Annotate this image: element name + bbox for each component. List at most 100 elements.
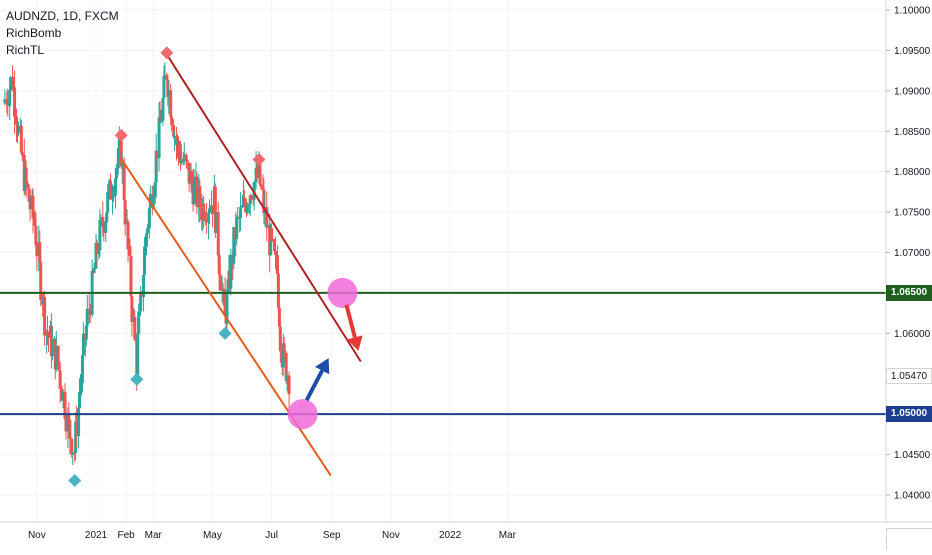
swing-low-marker [68,473,82,487]
candle-body [88,310,92,315]
plot-background [0,0,886,522]
price-tick-label: 1.08000 [894,167,931,178]
axis-settings-corner[interactable] [886,528,932,550]
candle-body [218,274,222,291]
candle-body [287,375,291,395]
candle-body [38,242,42,262]
candle-body [158,117,162,122]
candle-body [80,355,84,383]
candle-body [122,163,126,201]
price-tag-resistance: 1.06500 [886,284,932,301]
candle-body [255,167,259,178]
time-tick-label: Feb [117,530,135,541]
candle-body [210,205,214,215]
candle-body [205,220,209,223]
price-tick-label: 1.06000 [894,329,931,340]
candle-body [198,186,202,208]
swing-high-marker [160,46,174,60]
candle-body [63,391,67,420]
arrow-up-shaft [304,369,324,402]
candle-body [43,297,47,336]
candle-body [111,195,115,198]
candle-body [179,159,183,164]
candlestick-series [3,62,291,466]
candle-body [6,104,10,107]
symbol-title[interactable]: AUDNZD, 1D, FXCM [6,9,119,23]
candle-body [78,395,82,409]
candle-body [155,150,159,159]
candle-body [213,186,217,233]
candle-body [277,307,281,327]
time-tick-label: 2022 [439,530,462,541]
candle-body [101,217,105,227]
indicator-richtl[interactable]: RichTL [6,43,45,57]
price-tick-label: 1.08500 [894,127,931,138]
candle-body [16,126,20,134]
candle-body [98,219,102,251]
candle-body [5,99,9,105]
price-tick-label: 1.04500 [894,450,931,461]
candle-body [221,288,225,290]
candle-body [14,116,18,125]
candle-body [105,212,109,222]
time-tick-label: Jul [265,530,278,541]
candle-body [236,216,240,219]
candle-body [8,90,12,107]
candle-body [258,160,262,185]
candle-body [225,289,229,324]
candle-body [161,98,165,121]
candle-body [207,212,211,223]
candle-body [139,292,143,312]
candle-body [285,375,289,381]
candle-body [50,341,54,357]
candle-body [284,353,288,381]
candle-body [273,251,277,255]
candle-body [272,240,276,242]
horizontal-levels [0,291,886,416]
candle-body [173,136,177,138]
candle-body [242,197,246,206]
candle-body [142,274,146,298]
candle-body [143,246,147,275]
candle-body [68,420,72,439]
price-tag-current: 1.05470 [886,368,932,385]
candle-body [19,125,23,153]
candle-body [20,152,24,156]
price-tick-label: 1.09000 [894,86,931,97]
time-tick-label: Mar [499,530,517,541]
candle-body [64,419,68,432]
candle-body [49,325,53,357]
swing-markers [68,46,266,487]
candle-body [276,273,280,308]
candle-body [229,254,233,289]
candle-body [97,250,101,255]
candle-body [189,171,193,184]
price-tick-label: 1.07500 [894,208,931,219]
candle-body [128,249,132,256]
time-axis[interactable]: Nov 2021 Feb Mar May Jul Sep Nov 2022 Mar [28,530,517,541]
swing-high-marker [252,153,266,167]
candle-body [192,182,196,205]
price-axis[interactable]: 1.10000 1.09500 1.09000 1.08500 1.08000 1.075… [886,6,931,502]
candle-body [184,154,188,161]
price-tick-label: 1.04000 [894,491,931,502]
candle-body [275,254,279,274]
candle-body [266,224,270,228]
candle-body [145,228,149,234]
candle-body [278,326,282,352]
candle-body [71,452,75,455]
arrow-up-head [315,358,330,375]
candle-body [79,382,83,396]
candle-body [81,333,85,356]
swing-low-marker [218,326,232,340]
candle-body [67,413,71,421]
candle-body [113,178,117,196]
candle-body [166,79,170,98]
candle-body [216,212,220,256]
indicator-richbomb[interactable]: RichBomb [6,26,62,40]
candle-body [208,212,212,214]
candle-body [235,218,239,240]
candle-body [223,289,227,316]
